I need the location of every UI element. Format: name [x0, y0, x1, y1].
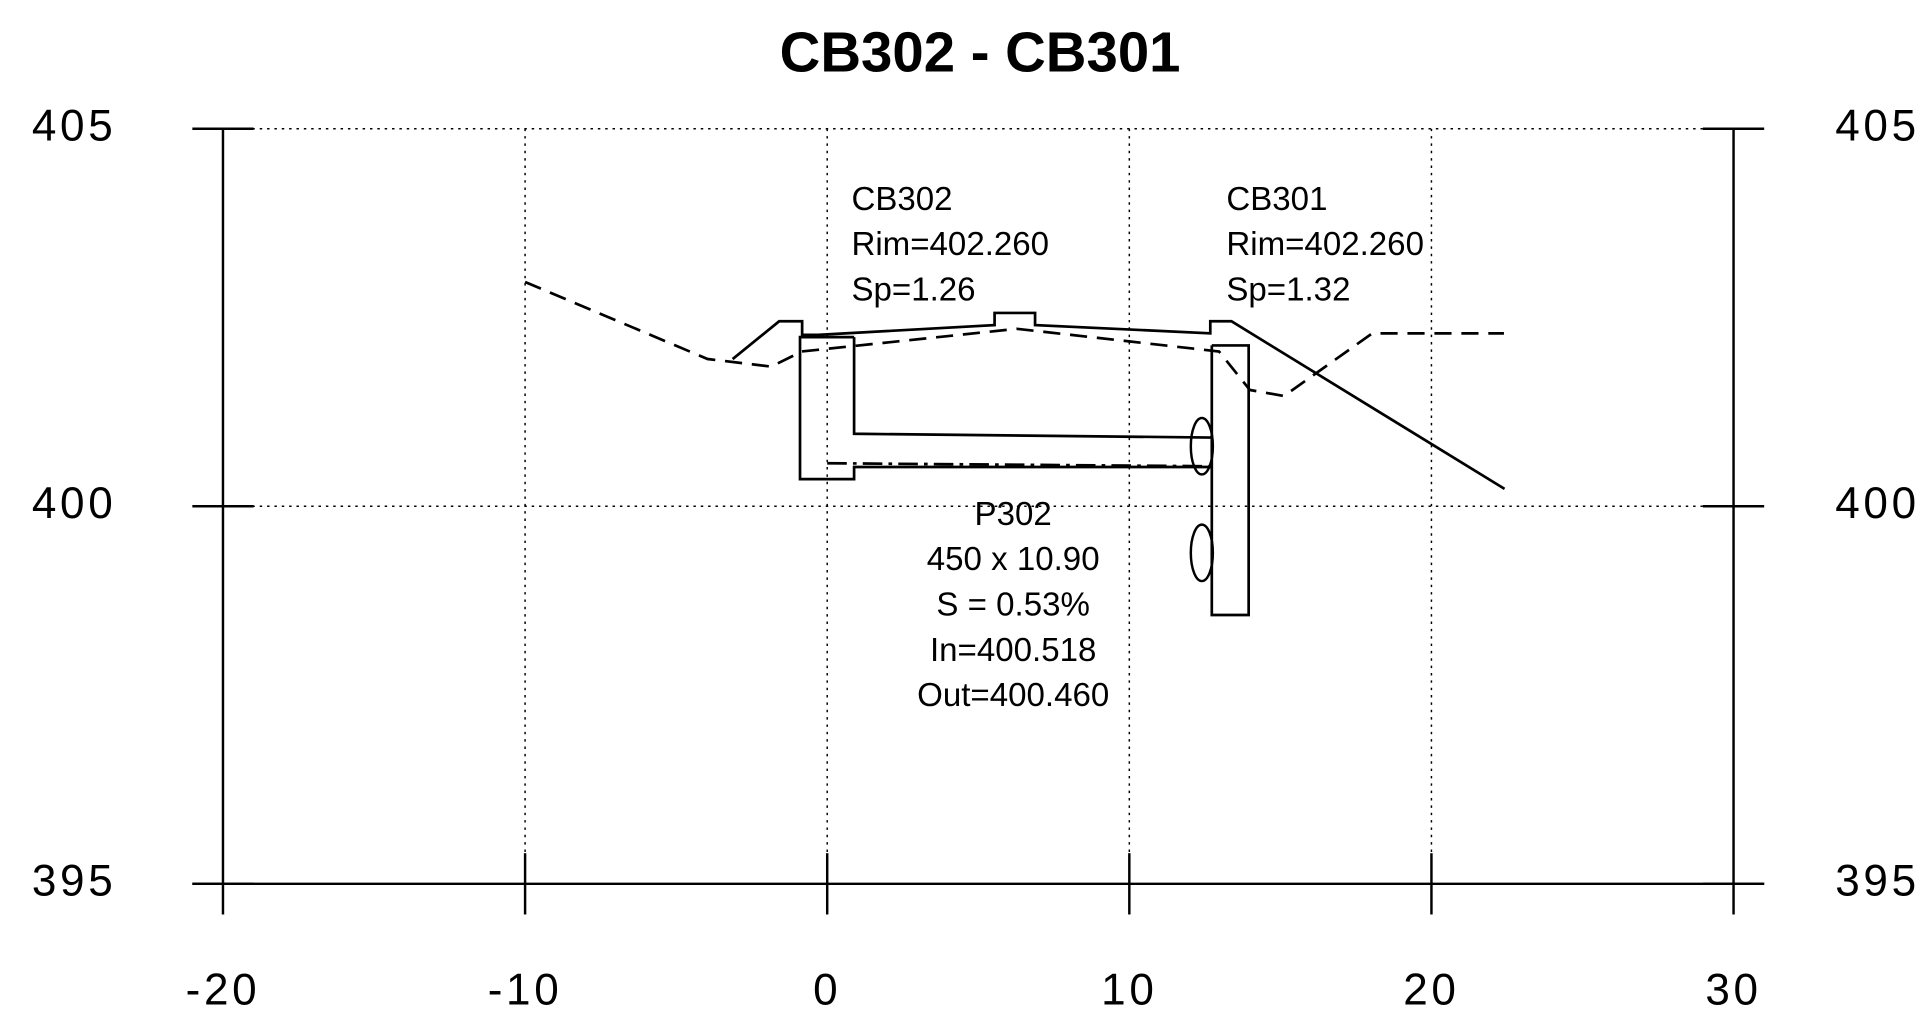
- cb302-label: CB302 Rim=402.260 Sp=1.26: [851, 181, 1049, 309]
- annotation: S = 0.53%: [936, 587, 1090, 624]
- annotation: Rim=402.260: [1226, 226, 1424, 263]
- annotation: Out=400.460: [917, 677, 1109, 714]
- x-tick-label: 20: [1403, 966, 1459, 1015]
- y-tick-label: 395: [32, 856, 117, 905]
- profile-line: [1210, 344, 1251, 617]
- p302-label: P302 450 x 10.90 S = 0.53% In=400.518 Ou…: [917, 496, 1109, 714]
- annotation: In=400.518: [930, 632, 1096, 669]
- pipe-section: [1189, 523, 1215, 583]
- y-tick-label: 405: [1835, 101, 1920, 150]
- profile-line: [798, 335, 1212, 481]
- y-tick-label: 400: [32, 479, 117, 528]
- y-tick-label: 405: [32, 101, 117, 150]
- y-tick-label: 400: [1835, 479, 1920, 528]
- profile-line: [731, 311, 1506, 491]
- y-tick-label: 395: [1835, 856, 1920, 905]
- x-tick-label: 10: [1101, 966, 1157, 1015]
- annotation: 450 x 10.90: [927, 541, 1100, 578]
- profile-line: [524, 280, 1504, 398]
- profile-line: [827, 461, 1212, 468]
- x-tick-label: 0: [813, 966, 841, 1015]
- chart-title: CB302 - CB301: [780, 20, 1181, 83]
- x-tick-label: -20: [186, 966, 261, 1015]
- annotation: CB301: [1226, 181, 1327, 218]
- annotation: P302: [975, 496, 1052, 533]
- cb301-label: CB301 Rim=402.260 Sp=1.32: [1226, 181, 1424, 309]
- x-tick-label: 30: [1705, 966, 1761, 1015]
- annotation: Sp=1.26: [851, 271, 975, 308]
- annotation: Sp=1.32: [1226, 271, 1350, 308]
- x-tick-label: -10: [488, 966, 563, 1015]
- annotation: Rim=402.260: [851, 226, 1049, 263]
- annotation: CB302: [851, 181, 952, 218]
- profile-line: [852, 337, 1212, 439]
